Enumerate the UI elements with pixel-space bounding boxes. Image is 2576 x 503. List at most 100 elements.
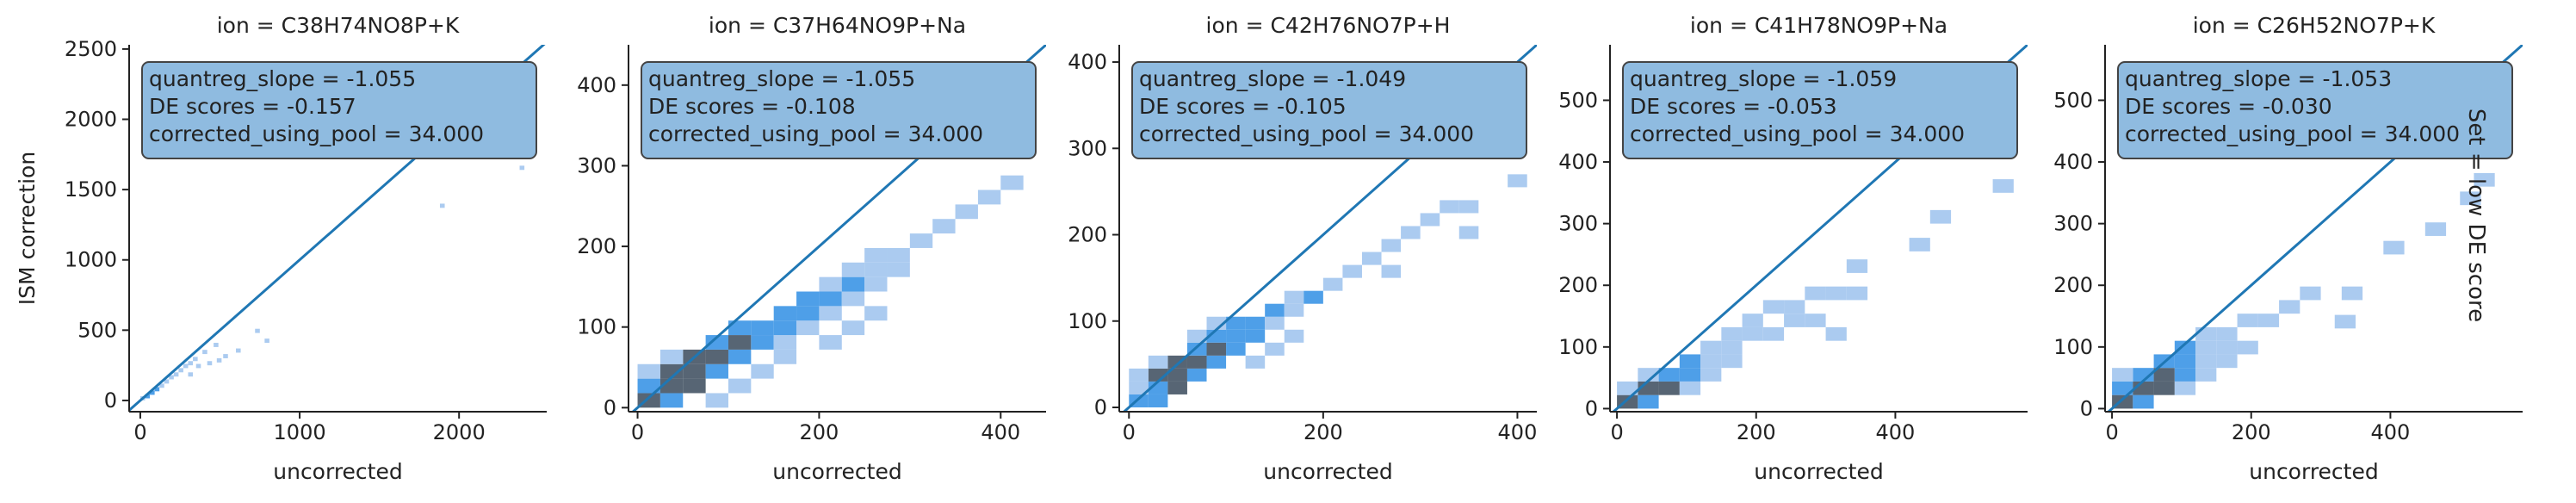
histogram-bin <box>841 262 865 277</box>
histogram-bin <box>841 320 865 336</box>
histogram-bin <box>864 276 888 292</box>
histogram-bin <box>1679 381 1701 395</box>
x-tick-label: 0 <box>631 420 644 444</box>
histogram-bin <box>1186 368 1207 382</box>
histogram-bin <box>728 335 752 350</box>
histogram-bin <box>2174 340 2196 355</box>
histogram-bin <box>659 349 684 364</box>
histogram-bin <box>1148 355 1168 369</box>
histogram-bin <box>1129 381 1149 394</box>
histogram-bin <box>207 361 213 366</box>
histogram-bin <box>1342 264 1362 278</box>
histogram-bin <box>1303 290 1323 304</box>
x-tick-label: 0 <box>1123 420 1136 444</box>
facet-panel-5: 0 200 400 0 100 200 300 400 500 ion = C26H52NO7P+… <box>2053 13 2523 484</box>
stats-box <box>1622 61 2018 159</box>
histogram-bin <box>1148 394 1168 407</box>
histogram-bin <box>236 348 241 353</box>
histogram-bin <box>1265 303 1285 317</box>
histogram-bin <box>955 204 978 220</box>
y-tick-label: 100 <box>1068 309 1107 333</box>
histogram-bin <box>2112 381 2133 395</box>
histogram-bin <box>1929 209 1952 224</box>
y-tick-label: 300 <box>1558 212 1598 236</box>
y-tick-label: 100 <box>1558 335 1598 359</box>
histogram-bin <box>751 363 774 379</box>
histogram-bin <box>864 306 888 321</box>
facet-panel-2: 0 200 400 0 100 200 300 400 ion = C37H64NO9P+Na u… <box>577 13 1046 484</box>
y-tick-label: 200 <box>1558 273 1598 297</box>
histogram-bin <box>1742 326 1763 341</box>
histogram-bin <box>841 276 865 292</box>
histogram-bin <box>864 247 888 263</box>
histogram-bin <box>2424 222 2447 236</box>
histogram-bin <box>887 247 910 263</box>
y-tick-label: 0 <box>1094 395 1107 419</box>
histogram-bin <box>2112 368 2133 382</box>
histogram-bin <box>1658 368 1680 382</box>
x-tick-label: 0 <box>1610 420 1623 444</box>
histogram-bin <box>1784 300 1805 314</box>
stats-line: DE scores = -0.157 <box>149 94 356 119</box>
y-tick-label: 400 <box>1558 150 1598 174</box>
histogram-bin <box>2216 326 2238 341</box>
histogram-bin <box>1284 303 1304 317</box>
histogram-bin <box>188 361 194 366</box>
histogram-bin <box>173 372 179 377</box>
stats-line: corrected_using_pool = 34.000 <box>2125 121 2460 146</box>
histogram-bin <box>188 372 194 377</box>
histogram-bin <box>1245 355 1266 369</box>
stats-line: DE scores = -0.030 <box>2125 94 2332 119</box>
histogram-bin <box>2279 300 2300 314</box>
histogram-bin <box>1825 286 1847 301</box>
histogram-bin <box>841 291 865 307</box>
histogram-bin <box>2334 314 2356 329</box>
histogram-bin <box>1265 342 1285 356</box>
y-tick-label: 0 <box>104 388 117 413</box>
histogram-bin <box>1784 314 1805 327</box>
histogram-bin <box>1458 226 1479 239</box>
histogram-bin <box>705 335 728 350</box>
stats-box <box>2117 61 2513 159</box>
histogram-bin <box>773 335 797 350</box>
histogram-bin <box>2195 368 2217 382</box>
histogram-bin <box>2195 340 2217 355</box>
histogram-bin <box>1167 368 1187 382</box>
x-tick-label: 400 <box>1498 420 1538 444</box>
histogram-bin <box>1909 238 1930 251</box>
histogram-bin <box>1700 368 1722 382</box>
histogram-bin <box>909 233 933 248</box>
histogram-bin <box>705 363 728 379</box>
stats-line: quantreg_slope = -1.055 <box>648 66 915 91</box>
histogram-bin <box>150 390 155 395</box>
y-tick-label: 100 <box>577 315 616 339</box>
y-tick-label: 200 <box>1068 223 1107 247</box>
x-tick-label: 2000 <box>433 420 486 444</box>
histogram-bin <box>819 306 842 321</box>
histogram-bin <box>1206 342 1227 356</box>
x-axis-label: uncorrected <box>273 459 402 484</box>
histogram-bin <box>796 320 820 336</box>
x-tick-label: 0 <box>133 420 146 444</box>
histogram-bin <box>796 291 820 307</box>
histogram-bin <box>705 393 728 408</box>
x-tick-label: 200 <box>800 420 839 444</box>
x-tick-label: 400 <box>1876 420 1916 444</box>
histogram-bin <box>1805 286 1826 301</box>
y-tick-label: 300 <box>577 153 616 177</box>
histogram-bin <box>887 262 910 277</box>
stats-line: corrected_using_pool = 34.000 <box>648 121 983 146</box>
stats-line: corrected_using_pool = 34.000 <box>1139 121 1474 146</box>
stats-box <box>1131 61 1527 159</box>
histogram-bin <box>1700 340 1722 355</box>
histogram-bin <box>195 363 201 369</box>
y-tick-label: 500 <box>77 318 117 342</box>
histogram-bin <box>2216 354 2238 369</box>
x-tick-label: 200 <box>1303 420 1343 444</box>
histogram-bin <box>2300 286 2321 301</box>
histogram-bin <box>2153 368 2175 382</box>
y-tick-label: 400 <box>577 73 616 97</box>
histogram-bin <box>2153 381 2175 395</box>
facet-panel-4: 0 200 400 0 100 200 300 400 500 ion = C41H78NO9P+… <box>1558 13 2028 484</box>
x-tick-label: 200 <box>1737 420 1776 444</box>
